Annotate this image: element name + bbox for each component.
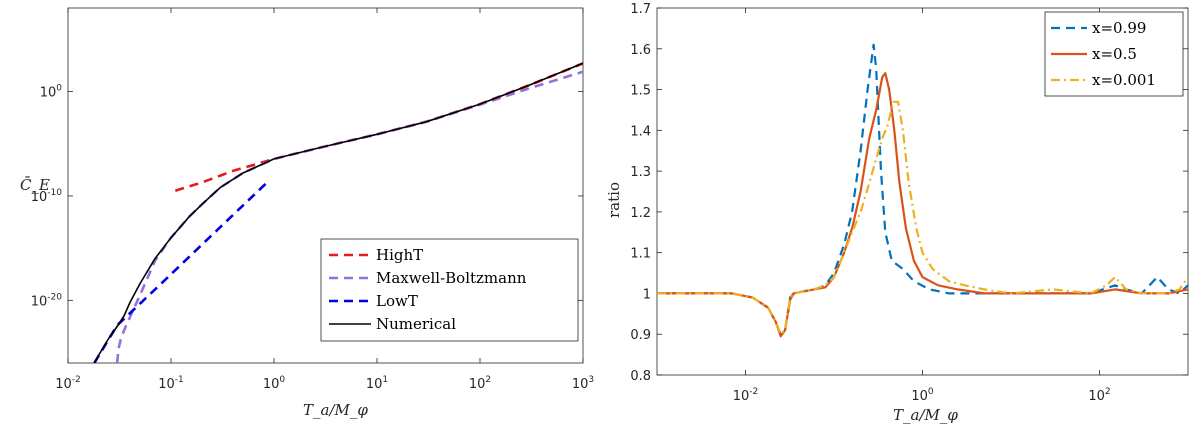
- left-x-tick-label: 103: [572, 375, 594, 392]
- right-y-tick-label: 0.9: [630, 328, 651, 343]
- left-x-tick-label: 101: [366, 375, 388, 392]
- right-legend-label: x=0.5: [1092, 45, 1137, 63]
- left-x-tick-label: 100: [263, 375, 286, 392]
- left-legend-label: Numerical: [376, 315, 456, 333]
- right-series: [657, 43, 1188, 338]
- right-legend-label: x=0.001: [1092, 71, 1156, 89]
- right-legend-label: x=0.99: [1092, 19, 1146, 37]
- right-y-tick-label: 1.5: [630, 84, 651, 99]
- right-y-tick-label: 1.1: [630, 247, 651, 262]
- left-ticks: 10-2 10-1 100 101 102 103 100 10-10 10-20: [31, 8, 594, 392]
- left-series-line-0: [174, 62, 583, 192]
- left-x-tick-label: 102: [469, 375, 491, 392]
- right-chart: 10-2 100 102 0.8 0.9 1 1.1 1.2 1.3 1.4 1.5 1.6 1.7 r…: [605, 2, 1189, 424]
- right-y-tick-label: 1.7: [630, 2, 651, 17]
- right-ticks: 10-2 100 102 0.8 0.9 1 1.1 1.2 1.3 1.4 1.5 1.6 1.7: [630, 2, 1188, 404]
- right-y-tick-label: 1.2: [630, 206, 651, 221]
- right-x-tick-label: 102: [1088, 387, 1110, 404]
- left-y-tick-label: 10-20: [31, 292, 63, 309]
- left-x-tick-label: 10-2: [55, 375, 81, 392]
- right-series-line-1: [657, 72, 1188, 338]
- left-plot-frame: [67, 7, 584, 364]
- right-y-tick-label: 0.8: [630, 369, 651, 384]
- left-legend-label: LowT: [376, 292, 418, 310]
- right-x-axis-label: T_a/M_φ: [893, 406, 958, 424]
- right-y-tick-label: 1.4: [630, 124, 651, 139]
- right-legend: x=0.99 x=0.5 x=0.001: [1044, 11, 1184, 97]
- left-legend: HighT Maxwell-Boltzmann LowT Numerical: [320, 238, 579, 342]
- left-y-tick-label: 100: [40, 84, 63, 101]
- right-y-tick-label: 1: [643, 287, 651, 302]
- right-y-tick-label: 1.6: [630, 43, 651, 58]
- right-y-tick-label: 1.3: [630, 165, 651, 180]
- right-y-axis-label: ratio: [605, 182, 623, 218]
- left-series-line-2: [93, 179, 271, 363]
- left-x-axis-label: T_a/M_φ: [303, 401, 368, 419]
- left-x-tick-label: 10-1: [158, 375, 184, 392]
- right-series-line-2: [657, 100, 1188, 336]
- right-x-tick-label: 10-2: [733, 387, 759, 404]
- left-chart: 10-2 10-1 100 101 102 103 100 10-10 10-20 C̄_E T…: [20, 7, 594, 419]
- left-y-tick-label: 10-10: [31, 188, 63, 205]
- left-legend-label: Maxwell-Boltzmann: [376, 269, 527, 287]
- right-x-tick-label: 100: [911, 387, 934, 404]
- left-series-line-3: [93, 62, 583, 363]
- left-y-axis-label: C̄_E: [20, 176, 50, 194]
- left-series: [93, 62, 583, 363]
- left-legend-label: HighT: [376, 246, 423, 264]
